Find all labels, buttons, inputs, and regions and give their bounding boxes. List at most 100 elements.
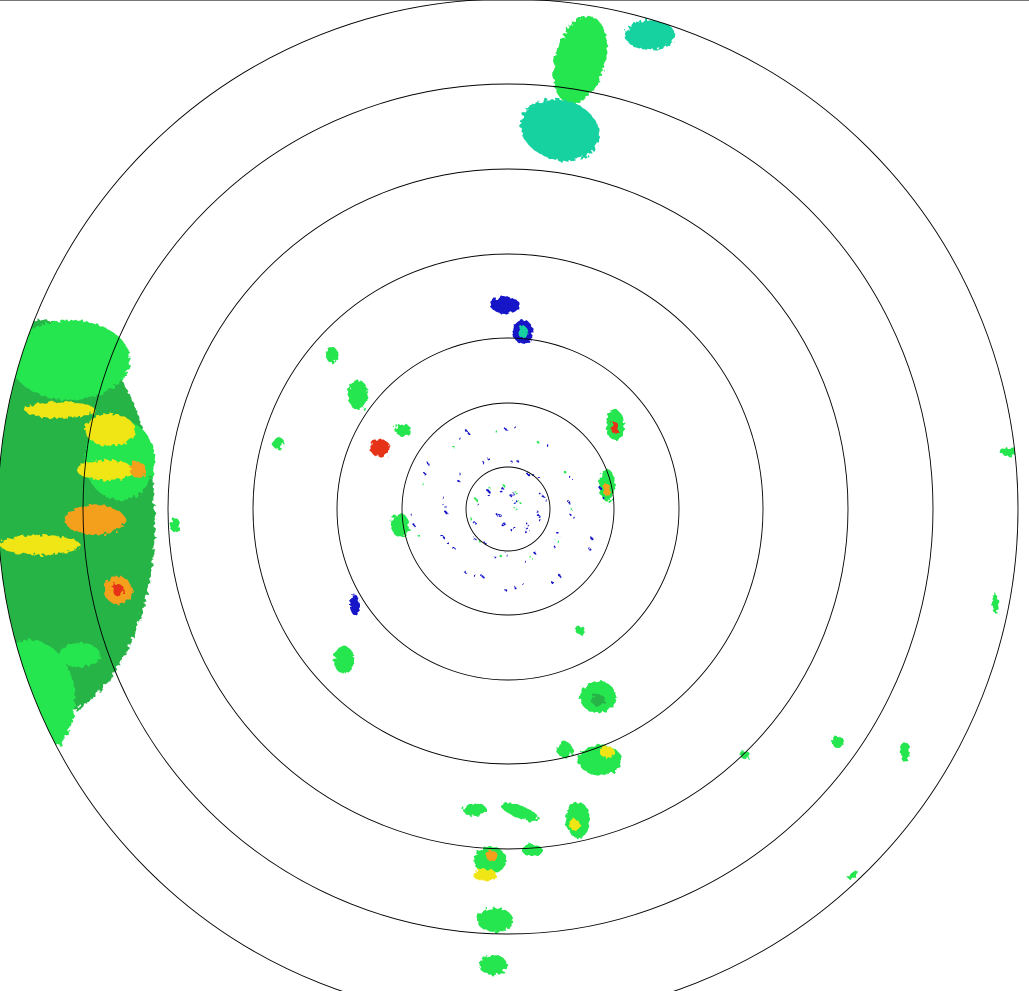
clutter-dot (527, 473, 530, 476)
clutter-dot (538, 492, 541, 495)
clutter-dot (511, 492, 515, 495)
echo-cell (522, 844, 542, 856)
clutter-dot (513, 501, 516, 504)
clutter-dot (602, 496, 605, 500)
clutter-dot (470, 518, 473, 521)
clutter-dot (441, 496, 445, 499)
clutter-dot (409, 513, 413, 516)
clutter-dot (569, 507, 573, 511)
clutter-dot (524, 530, 527, 534)
echo-cell (900, 742, 910, 762)
clutter-dot (517, 500, 521, 504)
clutter-dot (588, 547, 591, 551)
clutter-dot (503, 522, 506, 525)
range-ring-3 (336, 337, 680, 681)
clutter-dot (598, 486, 601, 489)
clutter-dot (487, 490, 491, 493)
clutter-dot (551, 581, 554, 584)
echo-cell (395, 424, 411, 436)
clutter-dot (537, 476, 540, 479)
echo-cell (625, 20, 675, 50)
echo-cell (112, 584, 124, 596)
top-border (0, 0, 1029, 1)
clutter-dot (487, 457, 490, 460)
echo-cell (578, 745, 622, 775)
echo-cell (591, 694, 605, 706)
clutter-dot (537, 515, 541, 518)
clutter-dot (487, 493, 490, 497)
echo-cell (60, 643, 100, 667)
echo-cell (740, 751, 750, 759)
clutter-dot (488, 486, 491, 490)
clutter-dot (590, 537, 594, 540)
echo-cell (518, 326, 528, 338)
clutter-dot (476, 502, 479, 505)
clutter-dot (528, 555, 532, 559)
precipitation-echoes (0, 16, 1018, 975)
clutter-dot (452, 547, 456, 550)
echo-cell (25, 402, 95, 418)
clutter-dot (444, 511, 448, 514)
clutter-dot (513, 426, 517, 429)
clutter-dot (466, 430, 469, 434)
echo-cell (832, 736, 844, 748)
range-ring-6 (82, 83, 934, 935)
clutter-dot (514, 491, 517, 494)
echo-cell (170, 518, 180, 532)
clutter-dot (504, 588, 507, 592)
echo-cell (130, 462, 146, 478)
clutter-dot (569, 476, 572, 480)
echo-cell (1000, 448, 1018, 456)
clutter-dot (417, 534, 421, 537)
clutter-dot (495, 430, 498, 434)
clutter-dot (516, 459, 519, 463)
clutter-dot (557, 532, 560, 535)
echo-cell (350, 595, 360, 615)
clutter-dot (494, 556, 497, 559)
range-ring-5 (167, 168, 849, 850)
clutter-dot (472, 573, 475, 576)
echo-cell (0, 535, 80, 555)
clutter-dot (452, 445, 455, 448)
clutter-dot (526, 523, 529, 526)
clutter-dot (563, 470, 567, 474)
echo-cell (272, 437, 284, 449)
clutter-dot (501, 487, 504, 490)
echo-cell (479, 955, 507, 975)
clutter-dot (503, 485, 506, 488)
echo-cell (334, 646, 354, 674)
clutter-dot (500, 523, 504, 527)
clutter-dot (463, 570, 467, 573)
range-ring-4 (252, 253, 764, 765)
echo-cell (10, 320, 130, 400)
echo-cell (486, 851, 498, 861)
clutter-dot (541, 495, 545, 498)
clutter-dot (480, 574, 484, 578)
clutter-dot (482, 461, 485, 465)
clutter-dot (511, 529, 514, 532)
echo-cell (520, 99, 600, 161)
clutter-dot (536, 441, 540, 444)
echo-cell (501, 803, 539, 821)
clutter-dot (513, 586, 517, 589)
echo-cell (348, 380, 368, 410)
echo-cell (566, 802, 590, 838)
clutter-dot (509, 494, 512, 497)
echo-cell (603, 484, 611, 496)
echo-cell (477, 908, 513, 932)
echo-cell (473, 869, 497, 881)
clutter-dot (558, 574, 561, 577)
clutter-dot (514, 507, 518, 511)
clutter-dot (513, 526, 516, 530)
echo-cell (65, 505, 125, 535)
clutter-dot (523, 560, 527, 563)
echo-cell (847, 871, 859, 879)
echo-cell (600, 746, 614, 758)
clutter-dot (553, 545, 556, 549)
echo-cell (575, 626, 585, 634)
clutter-dot (446, 541, 450, 545)
echo-cell (77, 460, 133, 480)
clutter-dot (533, 551, 536, 554)
echo-cell (992, 593, 998, 613)
